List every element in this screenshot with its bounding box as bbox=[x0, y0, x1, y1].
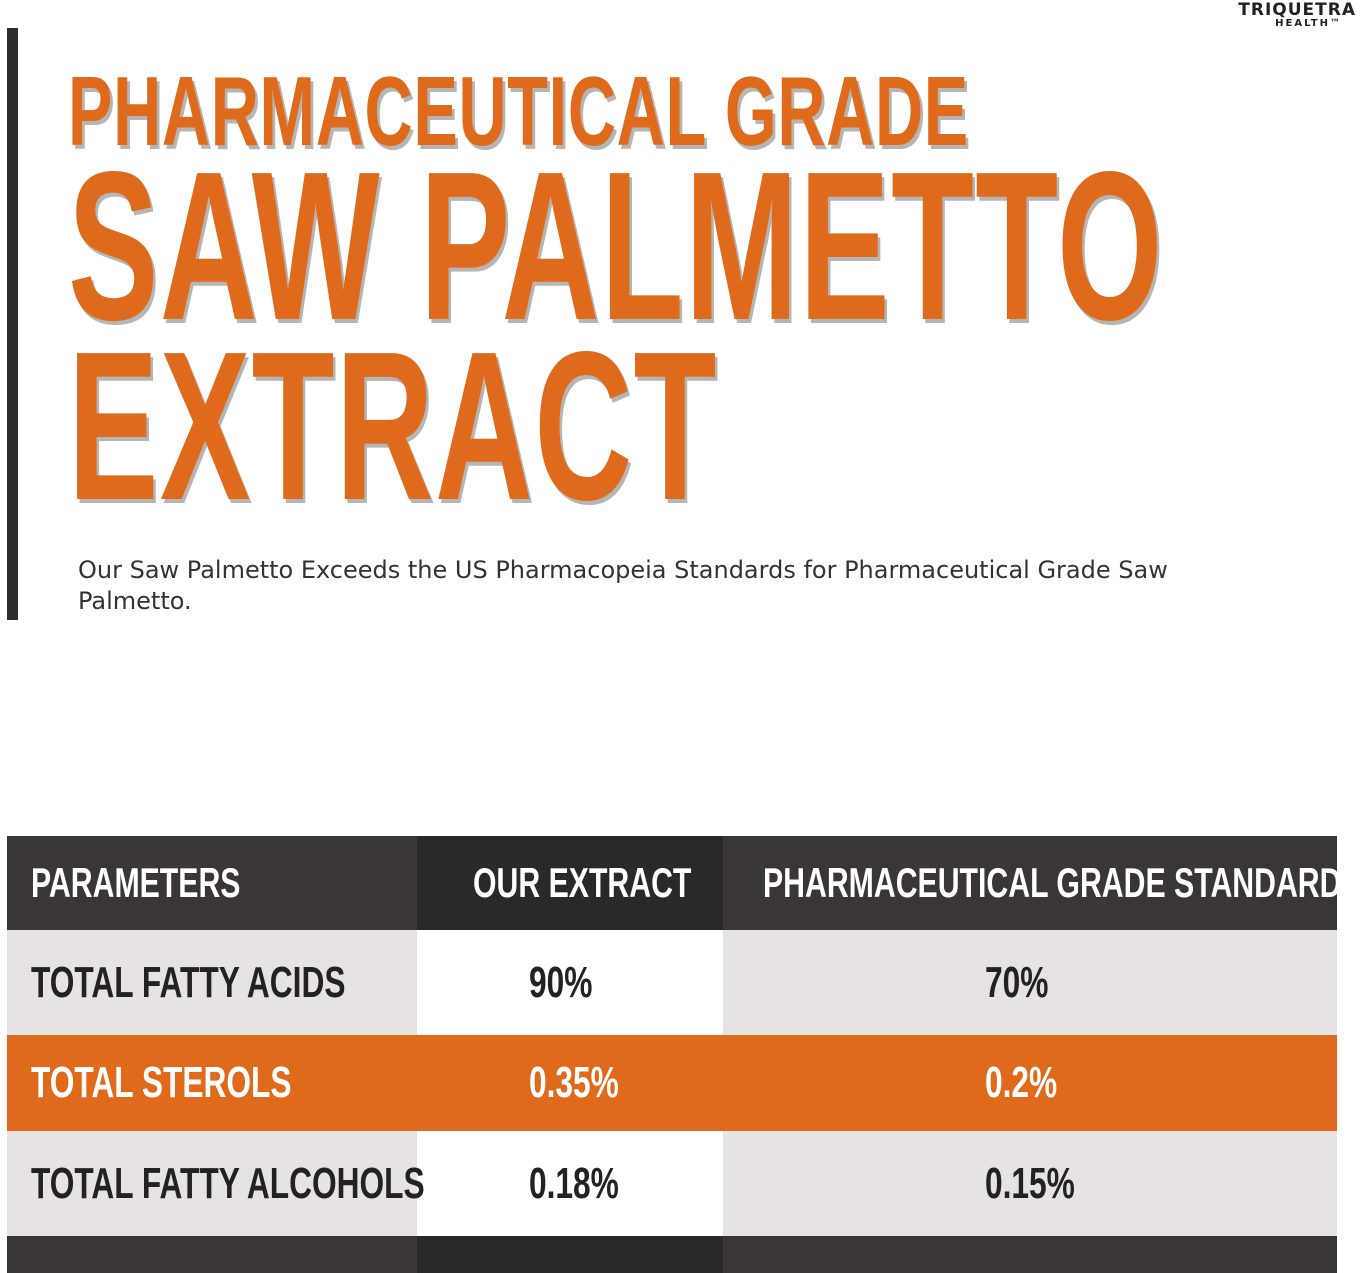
header-standards: PHARMACEUTICAL GRADE STANDARDS bbox=[723, 836, 1362, 930]
table-footer-row bbox=[7, 1236, 1337, 1273]
footer-cell bbox=[417, 1236, 723, 1273]
our-value-cell: 0.35% bbox=[417, 1035, 723, 1131]
headline-title-line1: SAW PALMETTO bbox=[68, 127, 1164, 364]
our-value-cell: 0.18% bbox=[417, 1131, 723, 1236]
brand-subname: HEALTH™ bbox=[1275, 18, 1342, 29]
parameter-cell: TOTAL STEROLS bbox=[7, 1035, 417, 1131]
header-standards-label: PHARMACEUTICAL GRADE STANDARDS bbox=[763, 859, 1362, 906]
our-value: 0.18% bbox=[529, 1158, 619, 1208]
table-row: TOTAL FATTY ALCOHOLS 0.18% 0.15% bbox=[7, 1131, 1337, 1236]
standard-value-cell: 0.2% bbox=[723, 1035, 1337, 1131]
header-our-extract-label: OUR EXTRACT bbox=[473, 859, 692, 906]
parameter-label: TOTAL FATTY ACIDS bbox=[31, 957, 346, 1007]
table-header-row: PARAMETERS OUR EXTRACT PHARMACEUTICAL GR… bbox=[7, 836, 1362, 930]
our-value: 0.35% bbox=[529, 1058, 619, 1107]
footer-cell bbox=[7, 1236, 417, 1273]
standard-value: 70% bbox=[985, 957, 1049, 1007]
standard-value-cell: 70% bbox=[723, 930, 1337, 1035]
table-row: TOTAL FATTY ACIDS 90% 70% bbox=[7, 930, 1337, 1035]
our-value: 90% bbox=[529, 957, 593, 1007]
intro-text: Our Saw Palmetto Exceeds the US Pharmaco… bbox=[78, 556, 1168, 615]
header-parameters-label: PARAMETERS bbox=[31, 859, 241, 906]
header-parameters: PARAMETERS bbox=[7, 836, 417, 930]
accent-bar bbox=[7, 28, 18, 620]
header-our-extract: OUR EXTRACT bbox=[417, 836, 723, 930]
parameter-label: TOTAL FATTY ALCOHOLS bbox=[31, 1158, 425, 1208]
footer-cell bbox=[723, 1236, 1337, 1273]
standard-value: 0.2% bbox=[985, 1058, 1058, 1107]
table-row: TOTAL STEROLS 0.35% 0.2% bbox=[7, 1035, 1337, 1131]
standard-value-cell: 0.15% bbox=[723, 1131, 1337, 1236]
standard-value: 0.15% bbox=[985, 1158, 1075, 1208]
brand-name: TRIQUETRA bbox=[1238, 0, 1356, 20]
headline-title-line2: EXTRACT bbox=[68, 307, 718, 544]
comparison-table: PARAMETERS OUR EXTRACT PHARMACEUTICAL GR… bbox=[7, 836, 1362, 1273]
parameter-cell: TOTAL FATTY ALCOHOLS bbox=[7, 1131, 425, 1236]
parameter-cell: TOTAL FATTY ACIDS bbox=[7, 930, 417, 1035]
parameter-label: TOTAL STEROLS bbox=[31, 1058, 292, 1107]
brand-logo: TRIQUETRA HEALTH™ bbox=[1238, 2, 1356, 29]
headline-subtitle: PHARMACEUTICAL GRADE bbox=[68, 56, 969, 166]
our-value-cell: 90% bbox=[417, 930, 723, 1035]
